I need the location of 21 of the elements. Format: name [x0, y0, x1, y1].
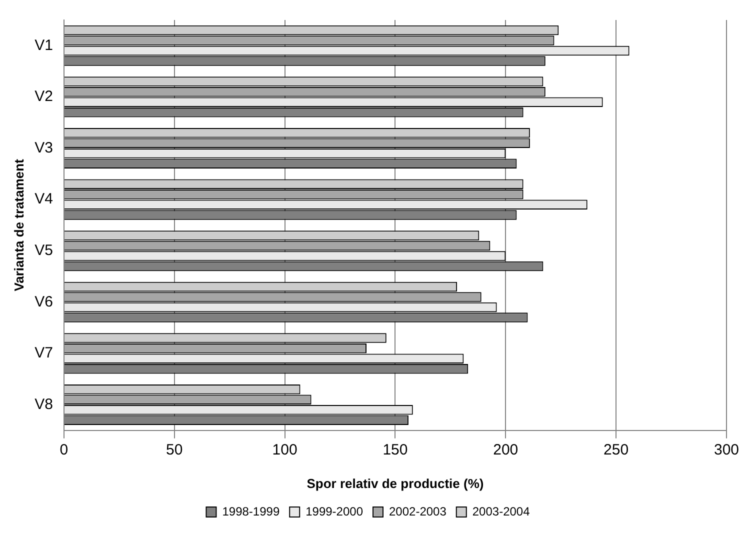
y-axis-title: Varianta de tratament [11, 158, 26, 292]
y-tick-label: V5 [34, 242, 53, 259]
y-tick-label: V6 [34, 293, 53, 310]
legend-label: 1999-2000 [306, 504, 364, 518]
y-tick-label: V7 [34, 344, 53, 362]
x-tick-label: 50 [166, 442, 183, 459]
legend-label: 2003-2004 [472, 504, 530, 518]
x-tick-label: 150 [382, 442, 408, 459]
y-tick-label: V8 [34, 396, 53, 413]
x-tick-label: 200 [493, 442, 518, 459]
x-tick-label: 300 [714, 442, 739, 459]
x-tick-label: 100 [272, 442, 298, 459]
legend-label: 1998-1999 [222, 504, 280, 518]
legend-label: 2002-2003 [389, 504, 447, 518]
x-tick-label: 0 [60, 442, 68, 459]
x-tick-label: 250 [604, 442, 629, 459]
y-tick-label: V2 [34, 88, 53, 106]
y-tick-label: V4 [34, 190, 53, 208]
y-tick-label: V3 [34, 139, 53, 156]
y-tick-label: V1 [34, 36, 53, 54]
x-axis-title: Spor relativ de productie (%) [306, 476, 484, 491]
